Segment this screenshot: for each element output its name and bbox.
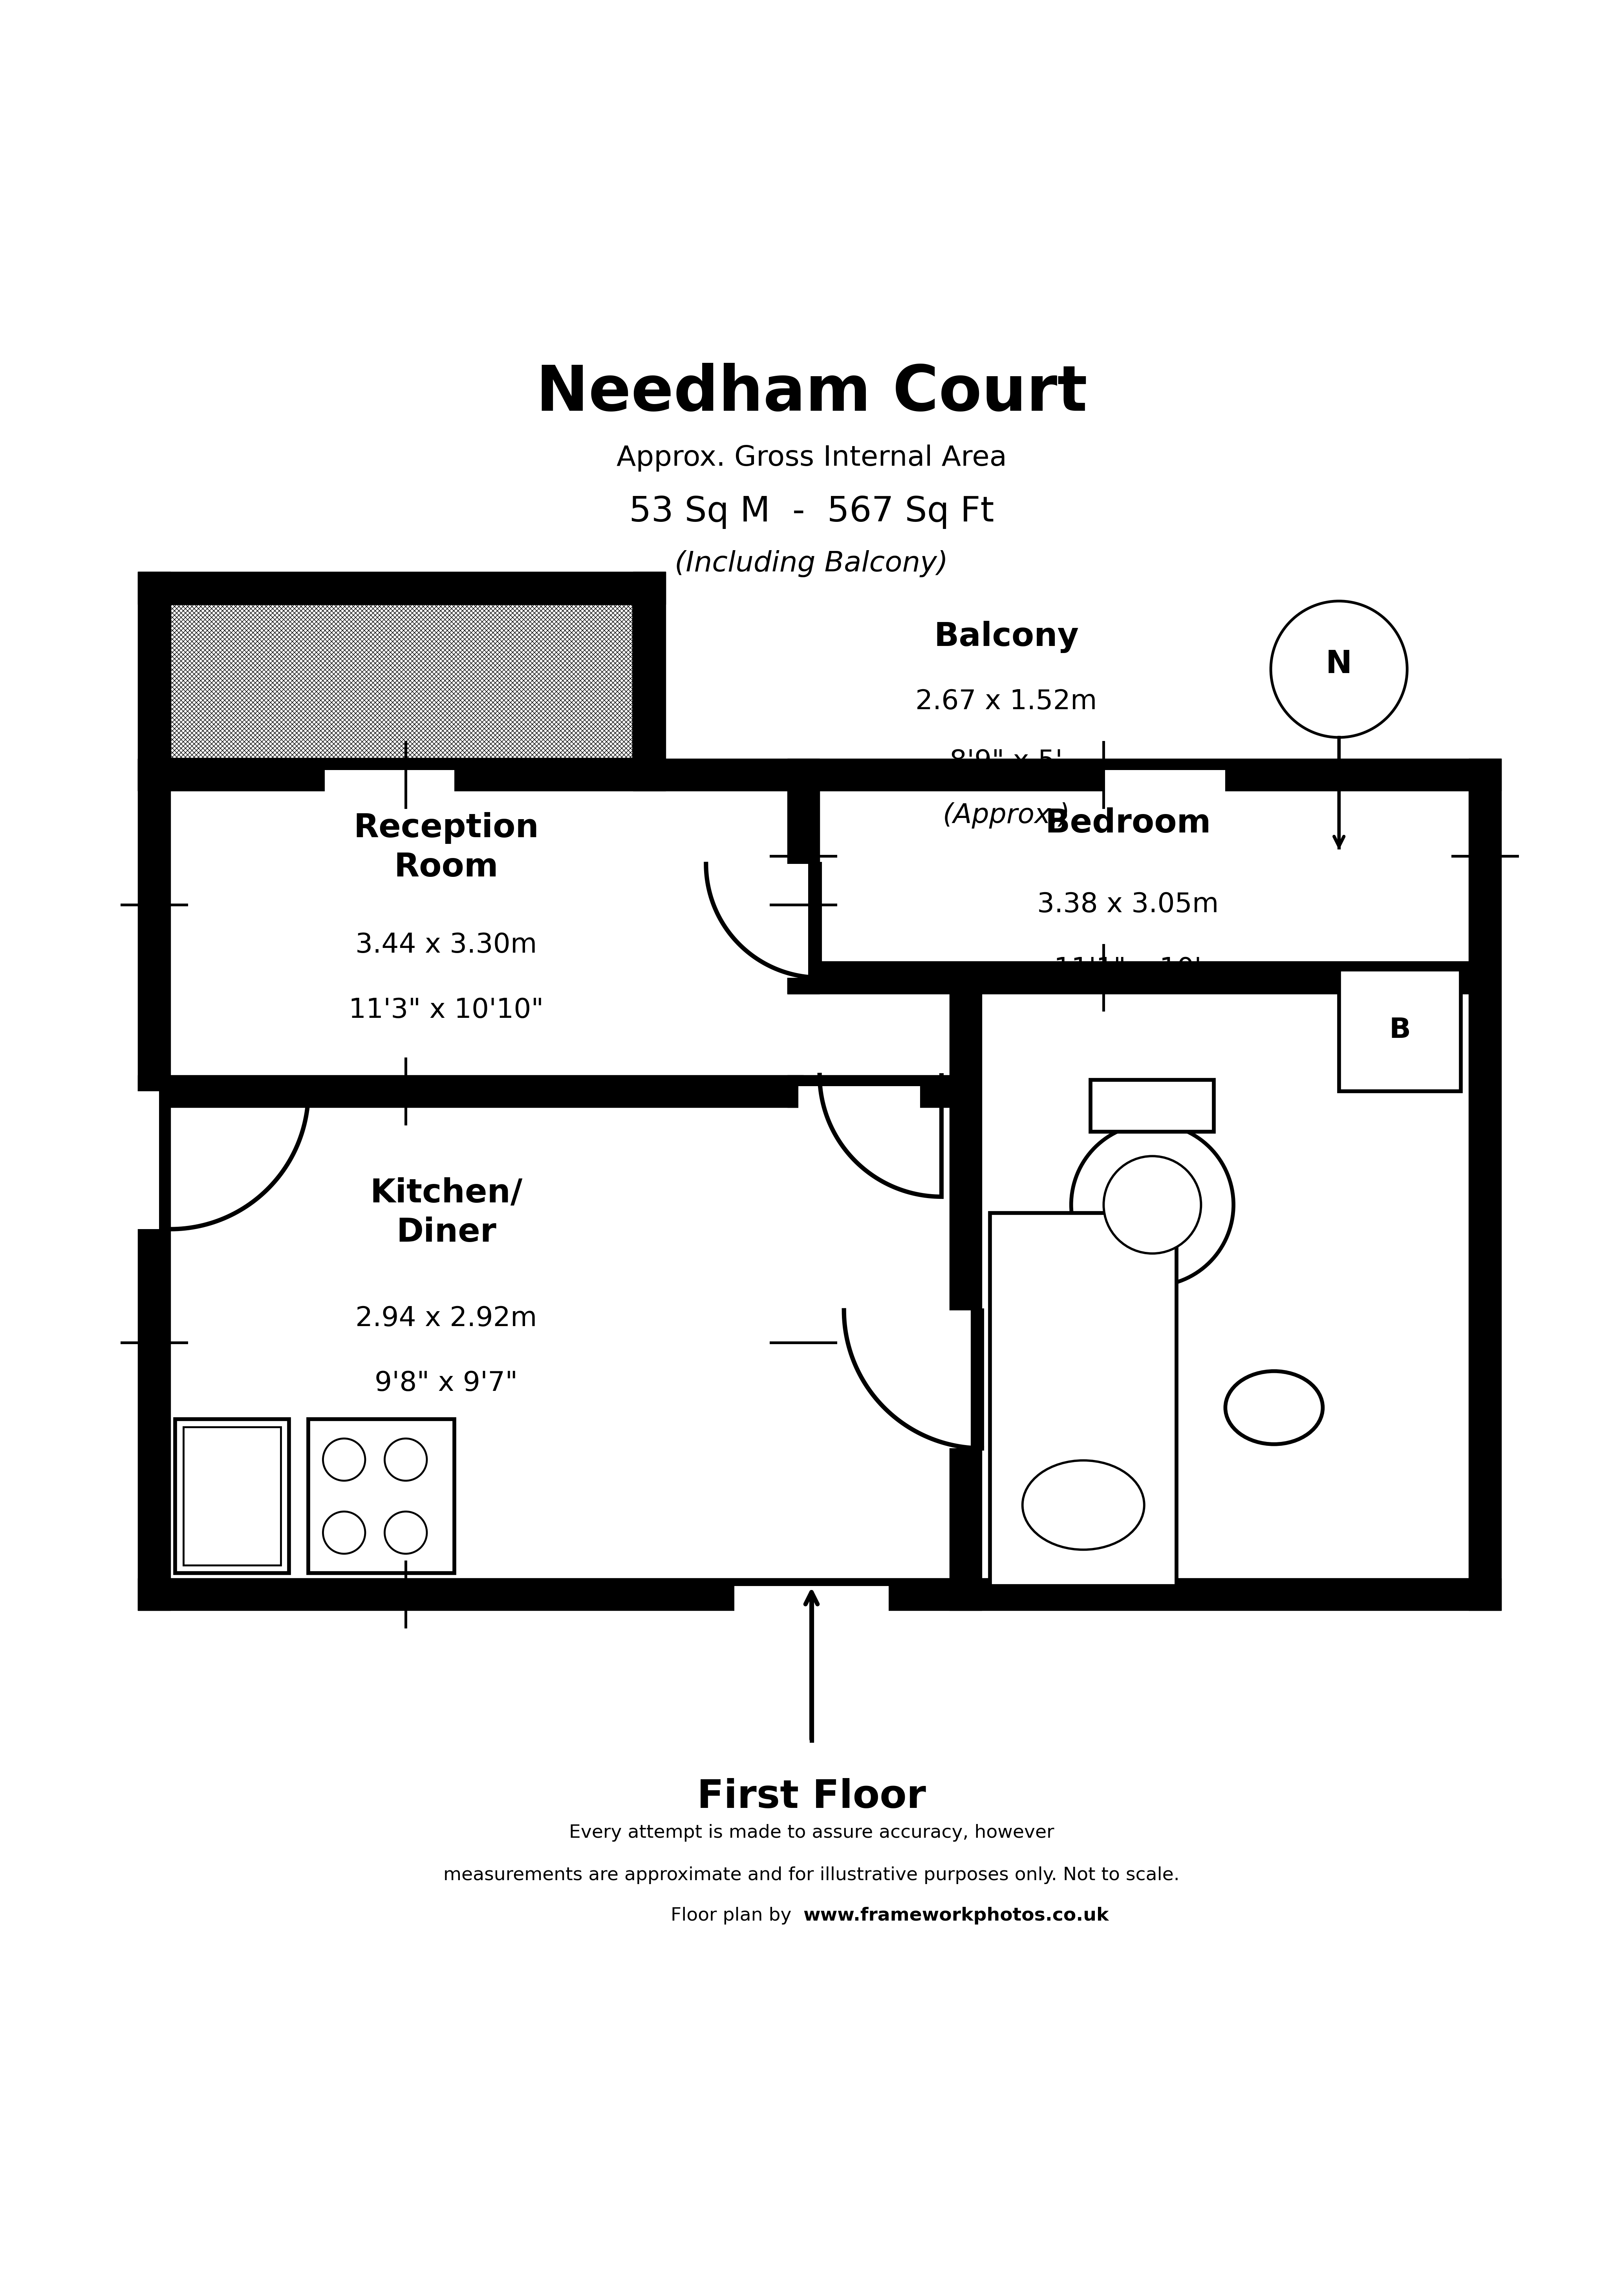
Text: 2.94 x 2.92m: 2.94 x 2.92m xyxy=(355,1304,537,1332)
Bar xyxy=(1091,1079,1214,1132)
Text: 53 Sq M  -  567 Sq Ft: 53 Sq M - 567 Sq Ft xyxy=(630,494,993,528)
Circle shape xyxy=(385,1511,427,1554)
Ellipse shape xyxy=(1022,1460,1144,1550)
Text: First Floor: First Floor xyxy=(696,1777,927,1816)
Text: Every attempt is made to assure accuracy, however: Every attempt is made to assure accuracy… xyxy=(570,1823,1053,1841)
Text: (Including Balcony): (Including Balcony) xyxy=(675,551,948,576)
Text: 11'1" x 10': 11'1" x 10' xyxy=(1055,957,1201,983)
Text: Balcony: Balcony xyxy=(933,620,1079,652)
Bar xyxy=(138,1075,803,1107)
Circle shape xyxy=(323,1440,365,1481)
Bar xyxy=(138,1577,1501,1609)
Bar xyxy=(325,769,454,813)
Bar xyxy=(787,1075,966,1107)
Text: Reception
Room: Reception Room xyxy=(354,813,539,884)
Bar xyxy=(734,1587,889,1635)
Bar xyxy=(990,1212,1177,1587)
Text: Floor plan by: Floor plan by xyxy=(670,1906,803,1924)
Bar xyxy=(1339,969,1461,1091)
Bar xyxy=(1469,758,1501,1609)
Bar xyxy=(799,1086,920,1130)
Bar xyxy=(633,572,665,790)
Bar xyxy=(170,604,633,758)
Text: 3.44 x 3.30m: 3.44 x 3.30m xyxy=(355,932,537,957)
Bar xyxy=(949,978,982,1609)
Bar xyxy=(138,758,1501,790)
Bar xyxy=(1104,769,1225,813)
Bar xyxy=(928,1311,971,1449)
Text: B: B xyxy=(1389,1017,1410,1045)
Bar xyxy=(175,1419,289,1573)
Bar xyxy=(766,863,808,978)
Bar xyxy=(787,962,1485,994)
Text: Needham Court: Needham Court xyxy=(536,363,1087,425)
Circle shape xyxy=(323,1511,365,1554)
Circle shape xyxy=(1104,1157,1201,1254)
Bar xyxy=(138,572,170,790)
Circle shape xyxy=(385,1440,427,1481)
Ellipse shape xyxy=(1225,1371,1323,1444)
Bar xyxy=(308,1419,454,1573)
Bar xyxy=(138,572,665,604)
Text: (Approx.): (Approx.) xyxy=(943,801,1070,829)
Text: N: N xyxy=(1326,650,1352,680)
Text: Kitchen/
Diner: Kitchen/ Diner xyxy=(370,1178,523,1249)
Text: Approx. Gross Internal Area: Approx. Gross Internal Area xyxy=(617,445,1006,471)
Text: measurements are approximate and for illustrative purposes only. Not to scale.: measurements are approximate and for ill… xyxy=(443,1867,1180,1885)
Circle shape xyxy=(1071,1123,1233,1286)
Text: 2.67 x 1.52m: 2.67 x 1.52m xyxy=(915,689,1097,714)
Text: 8'9" x 5': 8'9" x 5' xyxy=(949,748,1063,774)
Bar xyxy=(183,1428,281,1566)
Text: www.frameworkphotos.co.uk: www.frameworkphotos.co.uk xyxy=(803,1906,1109,1924)
Text: 9'8" x 9'7": 9'8" x 9'7" xyxy=(375,1371,518,1396)
Bar xyxy=(138,758,170,1609)
Bar xyxy=(787,758,820,994)
Text: 11'3" x 10'10": 11'3" x 10'10" xyxy=(349,996,544,1024)
Text: 3.38 x 3.05m: 3.38 x 3.05m xyxy=(1037,891,1219,918)
Text: Bedroom: Bedroom xyxy=(1045,808,1211,840)
Bar xyxy=(117,1091,159,1228)
